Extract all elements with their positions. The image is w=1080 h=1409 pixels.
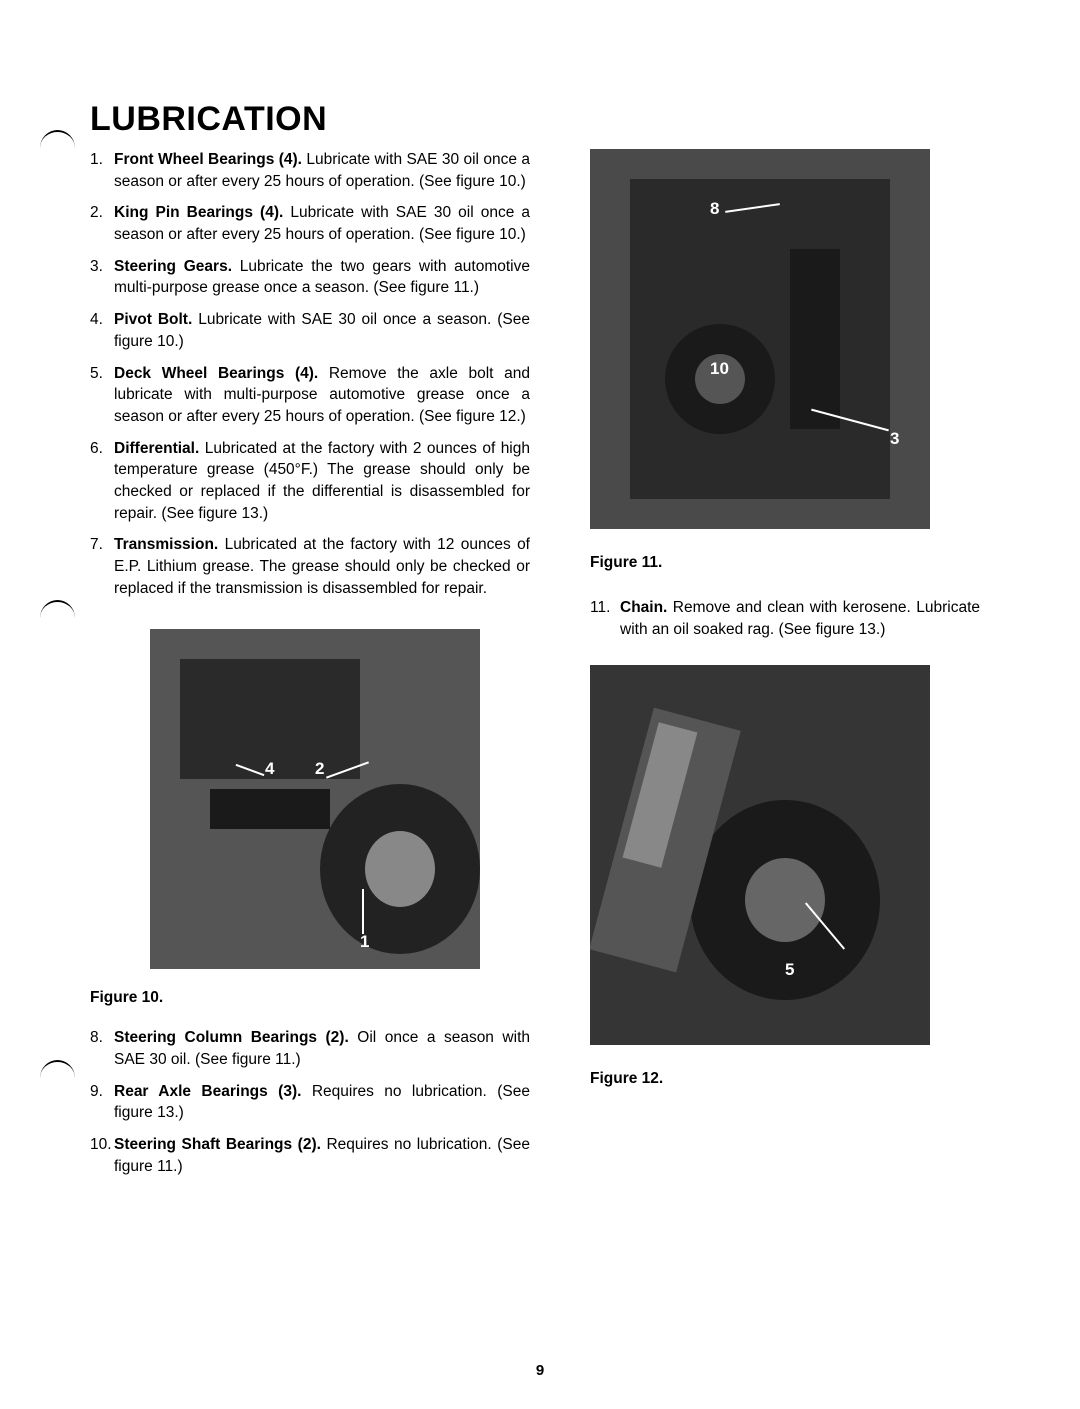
item-number: 2. bbox=[90, 202, 114, 245]
item-bold: Front Wheel Bearings (4). bbox=[114, 151, 302, 168]
item-body: Deck Wheel Bearings (4). Remove the axle… bbox=[114, 363, 530, 428]
list-item: 6. Differential. Lubricated at the facto… bbox=[90, 438, 530, 525]
item-bold: Steering Column Bearings (2). bbox=[114, 1029, 349, 1046]
list-item: 11. Chain. Remove and clean with kerosen… bbox=[590, 597, 980, 640]
figure-10-svg bbox=[150, 629, 480, 969]
item-body: Steering Gears. Lubricate the two gears … bbox=[114, 256, 530, 299]
figure-10-image: 4 2 1 bbox=[150, 629, 480, 969]
list-item: 9. Rear Axle Bearings (3). Requires no l… bbox=[90, 1081, 530, 1124]
item-bold: Differential. bbox=[114, 440, 199, 457]
callout-label: 5 bbox=[785, 960, 794, 980]
item-number: 11. bbox=[590, 597, 620, 640]
item-number: 3. bbox=[90, 256, 114, 299]
right-column: 8 10 3 Figure 11. 11. Chain. Remove and … bbox=[570, 149, 980, 1188]
figure-10-caption: Figure 10. bbox=[90, 989, 530, 1007]
item-body: Front Wheel Bearings (4). Lubricate with… bbox=[114, 149, 530, 192]
callout-label: 4 bbox=[265, 759, 274, 779]
callout-label: 3 bbox=[890, 429, 899, 449]
callout-label: 10 bbox=[710, 359, 729, 379]
item-number: 7. bbox=[90, 534, 114, 599]
page-title: LUBRICATION bbox=[90, 100, 1010, 139]
item-bold: Steering Shaft Bearings (2). bbox=[114, 1136, 321, 1153]
item-text: Remove and clean with kerosene. Lubricat… bbox=[620, 599, 980, 638]
binding-mark bbox=[40, 1060, 75, 1078]
item-bold: King Pin Bearings (4). bbox=[114, 204, 283, 221]
figure-12-caption: Figure 12. bbox=[590, 1070, 980, 1088]
item-body: Transmission. Lubricated at the factory … bbox=[114, 534, 530, 599]
item-body: Pivot Bolt. Lubricate with SAE 30 oil on… bbox=[114, 309, 530, 352]
item-body: Differential. Lubricated at the factory … bbox=[114, 438, 530, 525]
item-number: 9. bbox=[90, 1081, 114, 1124]
list-item: 2. King Pin Bearings (4). Lubricate with… bbox=[90, 202, 530, 245]
list-item: 7. Transmission. Lubricated at the facto… bbox=[90, 534, 530, 599]
list-item: 5. Deck Wheel Bearings (4). Remove the a… bbox=[90, 363, 530, 428]
item-number: 10. bbox=[90, 1134, 114, 1177]
item-bold: Deck Wheel Bearings (4). bbox=[114, 365, 318, 382]
item-bold: Steering Gears. bbox=[114, 258, 232, 275]
left-column: 1. Front Wheel Bearings (4). Lubricate w… bbox=[90, 149, 530, 1188]
item-number: 4. bbox=[90, 309, 114, 352]
callout-label: 1 bbox=[360, 932, 369, 952]
item-body: Chain. Remove and clean with kerosene. L… bbox=[620, 597, 980, 640]
callout-line bbox=[362, 889, 364, 934]
item-bold: Rear Axle Bearings (3). bbox=[114, 1083, 301, 1100]
figure-11-image: 8 10 3 bbox=[590, 149, 930, 529]
list-item: 8. Steering Column Bearings (2). Oil onc… bbox=[90, 1027, 530, 1070]
figure-11-caption: Figure 11. bbox=[590, 554, 980, 572]
item-number: 5. bbox=[90, 363, 114, 428]
item-bold: Transmission. bbox=[114, 536, 218, 553]
item-body: Steering Column Bearings (2). Oil once a… bbox=[114, 1027, 530, 1070]
item-bold: Chain. bbox=[620, 599, 667, 616]
list-item: 10. Steering Shaft Bearings (2). Require… bbox=[90, 1134, 530, 1177]
item-bold: Pivot Bolt. bbox=[114, 311, 192, 328]
figure-12-svg bbox=[590, 665, 930, 1045]
item-number: 6. bbox=[90, 438, 114, 525]
list-item: 4. Pivot Bolt. Lubricate with SAE 30 oil… bbox=[90, 309, 530, 352]
callout-label: 8 bbox=[710, 199, 719, 219]
page-number: 9 bbox=[536, 1362, 544, 1379]
callout-label: 2 bbox=[315, 759, 324, 779]
binding-mark bbox=[40, 600, 75, 618]
figure-12-image: 5 bbox=[590, 665, 930, 1045]
list-item: 3. Steering Gears. Lubricate the two gea… bbox=[90, 256, 530, 299]
binding-mark bbox=[40, 130, 75, 148]
content-columns: 1. Front Wheel Bearings (4). Lubricate w… bbox=[90, 149, 1010, 1188]
list-item: 1. Front Wheel Bearings (4). Lubricate w… bbox=[90, 149, 530, 192]
item-number: 1. bbox=[90, 149, 114, 192]
item-body: Rear Axle Bearings (3). Requires no lubr… bbox=[114, 1081, 530, 1124]
item-body: Steering Shaft Bearings (2). Requires no… bbox=[114, 1134, 530, 1177]
item-number: 8. bbox=[90, 1027, 114, 1070]
item-body: King Pin Bearings (4). Lubricate with SA… bbox=[114, 202, 530, 245]
